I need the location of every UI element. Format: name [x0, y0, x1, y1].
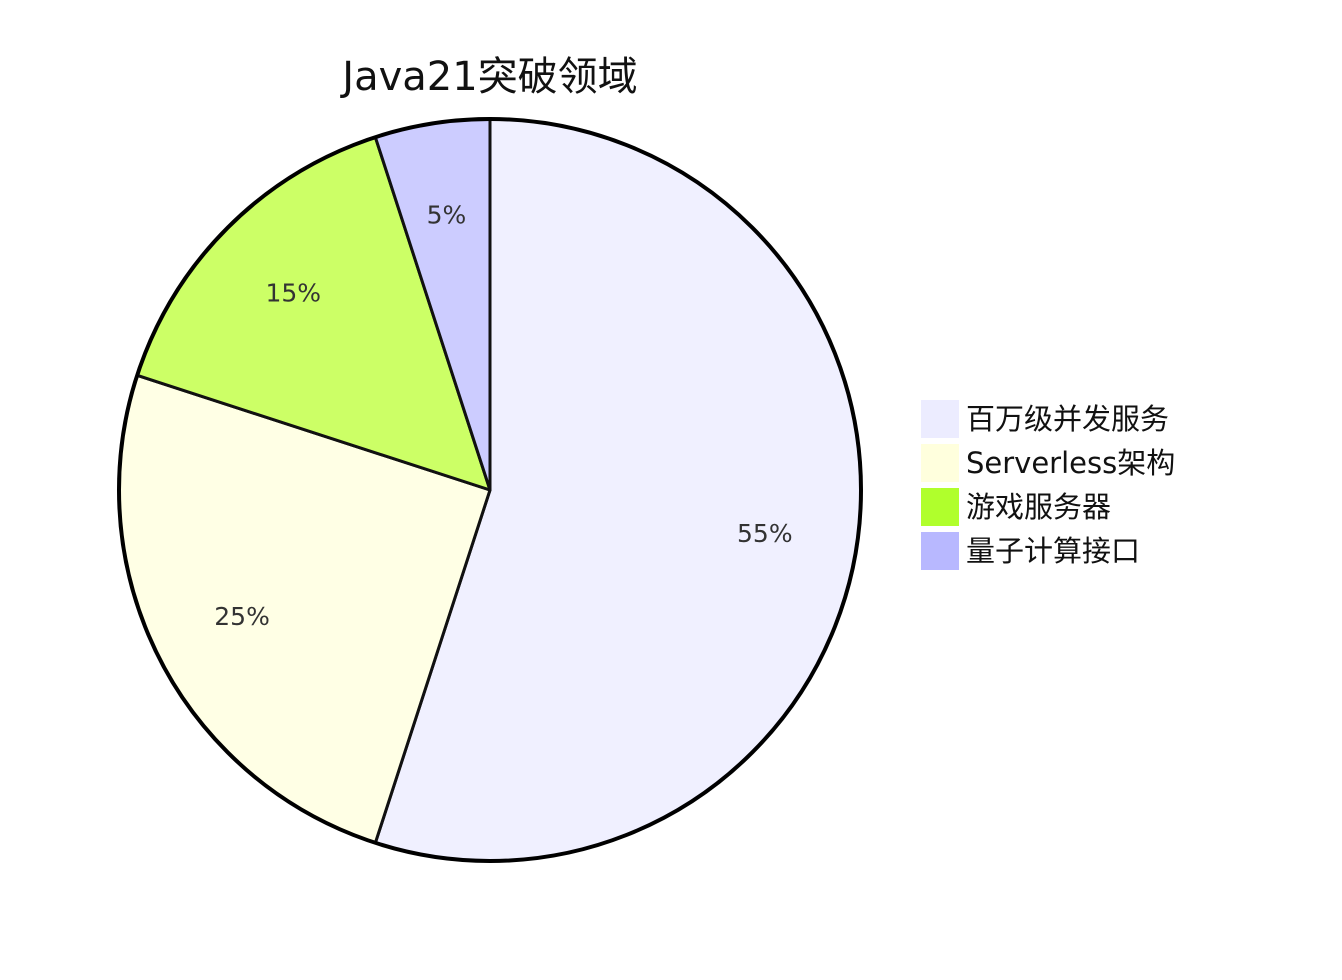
legend-swatch [921, 400, 959, 438]
pie-outline [117, 117, 863, 863]
legend-swatch [921, 532, 959, 570]
legend-swatch [921, 444, 959, 482]
slice-label: 15% [265, 279, 321, 308]
pie-slices [117, 117, 863, 863]
slice-labels: 55% 25% 15% 5% [214, 201, 792, 631]
slice-label: 25% [214, 602, 270, 631]
slice-label: 5% [427, 201, 467, 230]
chart-title: Java21突破领域 [339, 54, 637, 100]
legend-swatch [921, 488, 959, 526]
legend-label: 游戏服务器 [966, 490, 1111, 524]
legend-label: 量子计算接口 [966, 534, 1140, 568]
slice-label: 55% [737, 519, 793, 548]
legend-label: 百万级并发服务 [966, 402, 1169, 436]
legend-label: Serverless架构 [966, 446, 1175, 480]
